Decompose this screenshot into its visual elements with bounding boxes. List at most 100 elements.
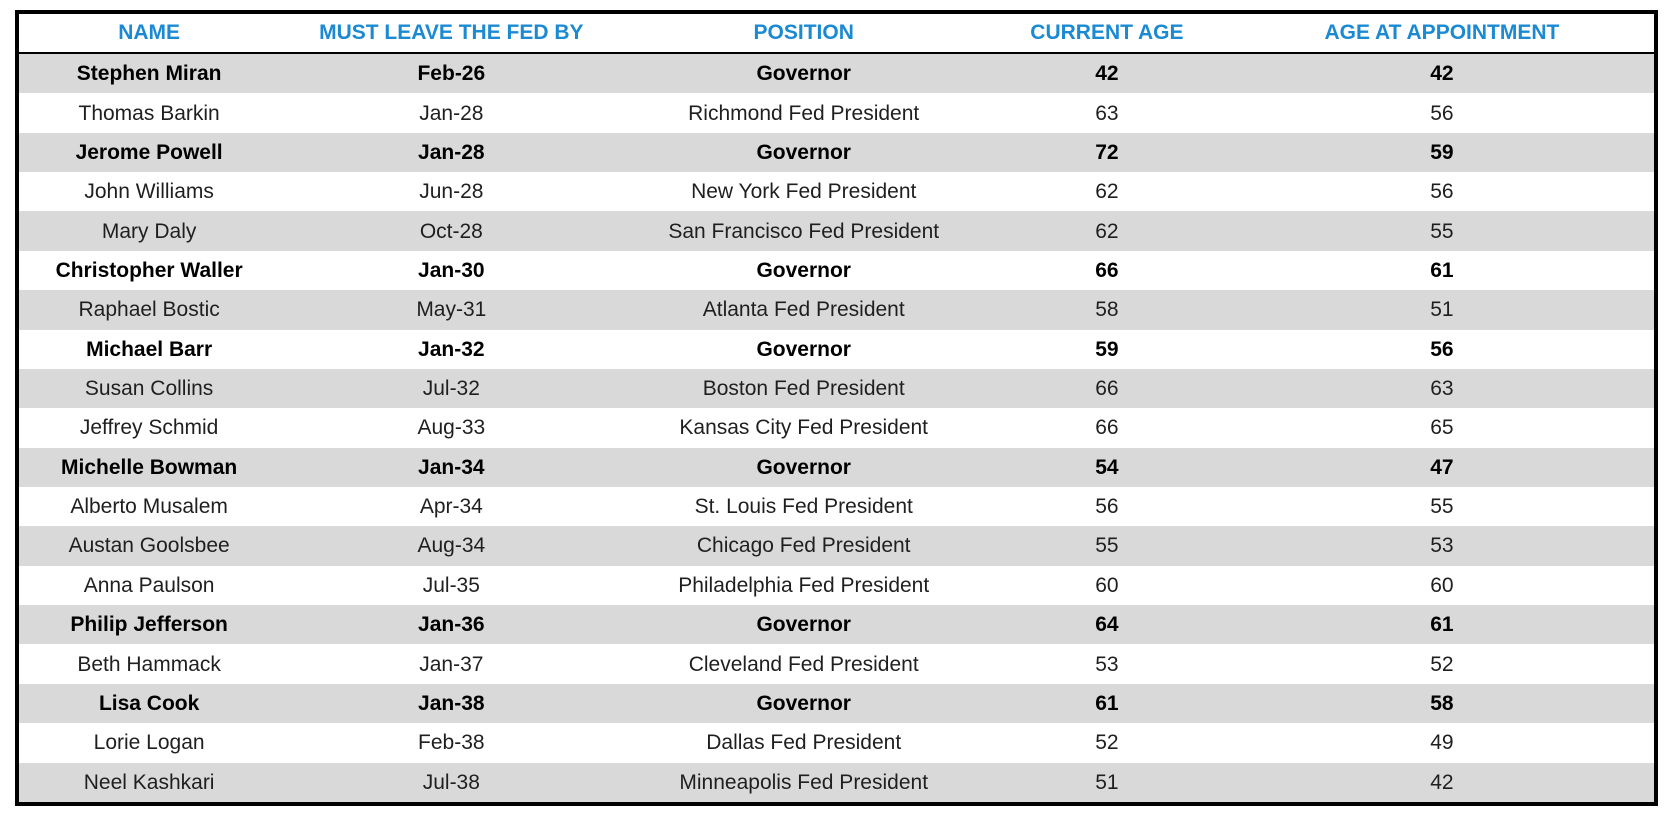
position-cell: Governor (756, 258, 851, 282)
appointment-age-cell: 60 (1430, 573, 1454, 597)
leave-by-cell: Jan-37 (419, 652, 484, 676)
position-cell: New York Fed President (691, 180, 917, 204)
name-cell: Neel Kashkari (83, 770, 215, 794)
leave-by-cell: Jan-38 (418, 691, 485, 715)
current-age-cell: 54 (1095, 455, 1119, 479)
table-row: Anna Paulson Jul-35 Philadelphia Fed Presi… (17, 566, 1656, 605)
appointment-age-cell: 58 (1430, 691, 1454, 715)
appointment-age-cell: 63 (1430, 377, 1454, 401)
table-row: Thomas Barkin Jan-28 Richmond Fed Presiden… (17, 93, 1656, 132)
current-age-cell: 52 (1095, 731, 1119, 755)
leave-by-cell: Oct-28 (419, 219, 483, 243)
name-cell: Lisa Cook (98, 691, 200, 715)
position-cell: Governor (756, 140, 851, 164)
position-cell: Richmond Fed President (688, 101, 920, 125)
column-header-name: NAME (17, 12, 280, 54)
leave-by-cell: Jun-28 (419, 180, 484, 204)
appointment-age-cell: 42 (1430, 62, 1454, 86)
appointment-age-cell: 65 (1430, 416, 1454, 440)
position-cell: Boston Fed President (702, 377, 905, 401)
table-row: Raphael Bostic May-31 Atlanta Fed Presiden… (17, 290, 1656, 330)
current-age-cell: 55 (1095, 534, 1119, 558)
appointment-age-cell: 51 (1430, 298, 1454, 322)
name-cell: Jeffrey Schmid (79, 416, 219, 440)
position-cell: Governor (756, 455, 851, 479)
name-cell: Thomas Barkin (78, 101, 220, 125)
position-cell: Minneapolis Fed President (679, 770, 929, 794)
current-age-cell: 72 (1095, 140, 1119, 164)
appointment-age-cell: 56 (1430, 337, 1454, 361)
leave-by-cell: Jul-32 (422, 377, 480, 401)
appointment-age-cell: 42 (1430, 770, 1454, 794)
leave-by-cell: Jan-28 (419, 101, 484, 125)
leave-by-cell: Feb-38 (418, 731, 485, 755)
leave-by-cell: Jan-34 (418, 455, 485, 479)
current-age-cell: 56 (1095, 495, 1119, 519)
position-cell: Cleveland Fed President (688, 652, 919, 676)
table-row: Jerome Powell Jan-28 Governor 72 59 (17, 132, 1656, 173)
name-cell: Christopher Waller (55, 258, 243, 282)
column-header-leave-by: MUST LEAVE THE FED BY (279, 12, 624, 54)
position-cell: Kansas City Fed President (679, 416, 929, 440)
name-cell: Philip Jefferson (70, 613, 228, 637)
name-cell: Lorie Logan (93, 731, 205, 755)
current-age-cell: 60 (1095, 573, 1119, 597)
position-cell: Atlanta Fed President (702, 298, 905, 322)
table-row: Stephen Miran Feb-26 Governor 42 42 (17, 53, 1656, 94)
name-cell: Beth Hammack (77, 652, 221, 676)
appointment-age-cell: 53 (1430, 534, 1454, 558)
appointment-age-cell: 52 (1430, 652, 1454, 676)
column-header-current-age: CURRENT AGE (984, 12, 1230, 54)
current-age-cell: 66 (1095, 258, 1119, 282)
name-cell: Susan Collins (84, 377, 214, 401)
appointment-age-cell: 61 (1430, 258, 1454, 282)
position-cell: Dallas Fed President (706, 731, 902, 755)
position-cell: Governor (756, 62, 851, 86)
current-age-cell: 53 (1095, 652, 1119, 676)
appointment-age-cell: 49 (1430, 731, 1454, 755)
current-age-cell: 51 (1095, 770, 1119, 794)
table-row: Mary Daly Oct-28 San Francisco Fed Preside… (17, 211, 1656, 251)
name-cell: Stephen Miran (76, 62, 222, 86)
name-cell: Austan Goolsbee (68, 534, 230, 558)
position-cell: St. Louis Fed President (694, 495, 913, 519)
name-cell: John Williams (84, 180, 214, 204)
current-age-cell: 61 (1095, 691, 1119, 715)
appointment-age-cell: 61 (1430, 613, 1454, 637)
name-cell: Michelle Bowman (61, 455, 238, 479)
leave-by-cell: Jan-30 (418, 258, 485, 282)
fed-officials-table: NAME MUST LEAVE THE FED BY POSITION CURRENT… (15, 10, 1658, 806)
position-cell: Governor (756, 613, 851, 637)
table-row: Philip Jefferson Jan-36 Governor 64 61 (17, 605, 1656, 645)
table-row: Christopher Waller Jan-30 Governor 66 61 (17, 251, 1656, 290)
leave-by-cell: Apr-34 (419, 495, 483, 519)
table-row: Michelle Bowman Jan-34 Governor 54 47 (17, 447, 1656, 487)
table-row: Jeffrey Schmid Aug-33 Kansas City Fed Pres… (17, 408, 1656, 447)
appointment-age-cell: 55 (1430, 219, 1454, 243)
appointment-age-cell: 47 (1430, 455, 1454, 479)
current-age-cell: 59 (1095, 337, 1119, 361)
appointment-age-cell: 55 (1430, 495, 1454, 519)
leave-by-cell: Jan-36 (418, 613, 485, 637)
current-age-cell: 62 (1095, 180, 1119, 204)
table-row: Michael Barr Jan-32 Governor 59 56 (17, 330, 1656, 369)
table-row: Lisa Cook Jan-38 Governor 61 58 (17, 683, 1656, 724)
table-row: Beth Hammack Jan-37 Cleveland Fed Presiden… (17, 644, 1656, 683)
appointment-age-cell: 56 (1430, 180, 1454, 204)
position-cell: Philadelphia Fed President (678, 573, 930, 597)
position-cell: Governor (756, 337, 851, 361)
current-age-cell: 66 (1095, 416, 1119, 440)
appointment-age-cell: 56 (1430, 101, 1454, 125)
table-row: John Williams Jun-28 New York Fed Presiden… (17, 172, 1656, 211)
current-age-cell: 66 (1095, 377, 1119, 401)
leave-by-cell: Jan-28 (418, 140, 485, 164)
name-cell: Alberto Musalem (70, 495, 228, 519)
leave-by-cell: Feb-26 (417, 62, 486, 86)
current-age-cell: 58 (1095, 298, 1119, 322)
header-row: NAME MUST LEAVE THE FED BY POSITION CURRENT… (17, 12, 1656, 54)
name-cell: Anna Paulson (83, 573, 215, 597)
table-row: Lorie Logan Feb-38 Dallas Fed President 52 4… (17, 723, 1656, 762)
leave-by-cell: Jul-35 (422, 573, 480, 597)
table-body: Stephen Miran Feb-26 Governor 42 42 Thomas Ba… (17, 53, 1656, 804)
table-row: Austan Goolsbee Aug-34 Chicago Fed Preside… (17, 526, 1656, 566)
